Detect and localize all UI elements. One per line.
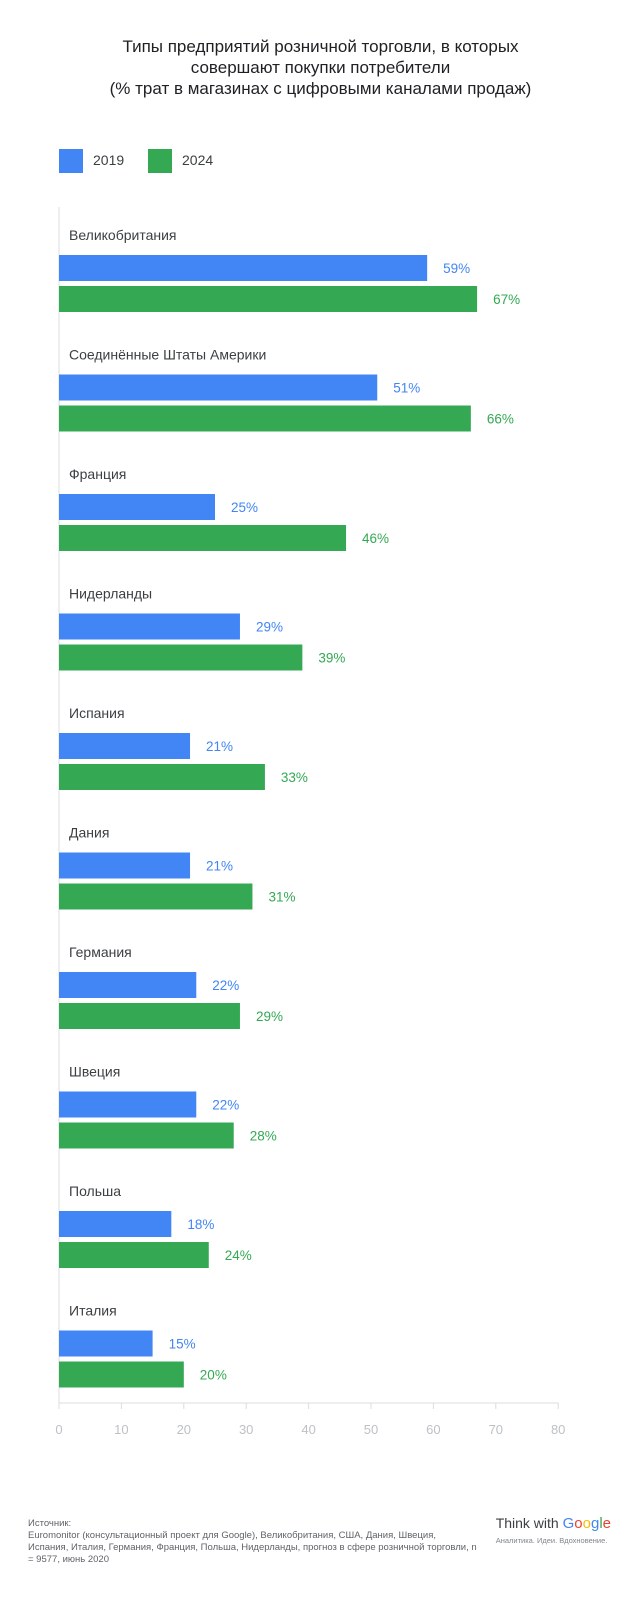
data-label-2024: 66%: [487, 412, 514, 427]
category-label: Польша: [69, 1183, 121, 1199]
data-label-2024: 39%: [318, 651, 345, 666]
think-with-google-logo: Think with Google Аналитика. Идеи. Вдохн…: [496, 1515, 611, 1545]
bar-2024: [59, 764, 265, 790]
bar-2019: [59, 374, 378, 401]
chart-title: Типы предприятий розничной торговли, в к…: [0, 36, 641, 99]
data-label-2019: 15%: [169, 1337, 196, 1352]
data-label-2024: 28%: [250, 1129, 277, 1144]
x-tick-label: 80: [551, 1422, 565, 1437]
category-label: Нидерланды: [69, 586, 152, 602]
bar-2024: [59, 644, 303, 671]
x-tick-label: 0: [55, 1422, 62, 1437]
category-label: Германия: [69, 944, 132, 960]
data-label-2024: 46%: [362, 531, 389, 546]
legend-swatch-2024: [148, 149, 172, 173]
bar-2019: [59, 613, 240, 640]
data-label-2019: 25%: [231, 500, 258, 515]
x-tick-label: 60: [426, 1422, 440, 1437]
data-label-2019: 51%: [393, 381, 420, 396]
google-letter: g: [590, 1515, 600, 1532]
data-label-2019: 18%: [187, 1217, 214, 1232]
google-letter: o: [582, 1515, 591, 1532]
category-label: Дания: [69, 825, 109, 841]
brand-tagline: Аналитика. Идеи. Вдохновение.: [495, 1536, 608, 1545]
x-tick-label: 10: [114, 1422, 128, 1437]
brand-think-text: Think with: [495, 1515, 559, 1531]
legend-label-2024: 2024: [182, 152, 214, 168]
bar-2019: [59, 852, 191, 879]
legend-label-2019: 2019: [93, 152, 125, 168]
data-label-2019: 29%: [256, 620, 283, 635]
bar-chart: 0 10 20 30 40 50 60 70 80 Великобритания 59% 67% Сое…: [55, 207, 565, 1437]
x-tick-label: 30: [239, 1422, 253, 1437]
google-letter: l: [599, 1515, 603, 1532]
bar-2024: [59, 1242, 209, 1268]
brand-google-wordmark: Google: [563, 1515, 611, 1532]
google-letter: G: [562, 1515, 575, 1532]
google-letter: o: [574, 1515, 583, 1532]
bar-2019: [59, 733, 191, 759]
category-label: Франция: [69, 466, 126, 482]
bar-2024: [59, 1122, 234, 1149]
bar-2019: [59, 255, 428, 281]
data-label-2024: 67%: [493, 292, 520, 307]
bar-2024: [59, 1361, 184, 1388]
data-label-2019: 21%: [206, 739, 233, 754]
x-tick-label: 20: [177, 1422, 191, 1437]
data-label-2024: 20%: [200, 1368, 227, 1383]
x-tick-label: 70: [489, 1422, 503, 1437]
bar-2019: [59, 1211, 172, 1237]
category-label: Швеция: [69, 1064, 120, 1080]
chart-title-line-1: Типы предприятий розничной торговли, в к…: [122, 37, 519, 56]
x-tick-label: 40: [301, 1422, 315, 1437]
bar-2019: [59, 494, 215, 520]
bar-2019: [59, 1091, 197, 1118]
data-label-2024: 31%: [268, 890, 295, 905]
category-label: Соединённые Штаты Америки: [69, 347, 266, 363]
bar-2024: [59, 405, 471, 432]
chart-title-line-3: (% трат в магазинах с цифровыми каналами…: [109, 79, 532, 98]
bar-2024: [59, 525, 347, 551]
category-label: Италия: [69, 1303, 117, 1319]
data-label-2019: 59%: [443, 261, 470, 276]
data-label-2024: 24%: [225, 1248, 252, 1263]
bar-2024: [59, 286, 478, 312]
chart-title-line-2: совершают покупки потребители: [190, 58, 451, 77]
data-label-2019: 21%: [206, 859, 233, 874]
source-text: Euromonitor (консультационный проект для…: [28, 1530, 477, 1565]
data-label-2019: 22%: [212, 978, 239, 993]
source-note: Источник: Euromonitor (консультационный …: [28, 1518, 478, 1566]
source-label: Источник:: [28, 1518, 72, 1529]
bar-2019: [59, 972, 197, 998]
data-label-2019: 22%: [212, 1098, 239, 1113]
bar-2024: [59, 1003, 240, 1029]
data-label-2024: 29%: [256, 1009, 283, 1024]
category-label: Великобритания: [69, 227, 177, 243]
x-tick-label: 50: [364, 1422, 378, 1437]
google-letter: e: [602, 1515, 611, 1532]
category-label: Испания: [69, 705, 125, 721]
bar-2024: [59, 883, 253, 910]
data-label-2024: 33%: [281, 770, 308, 785]
bar-2019: [59, 1330, 153, 1357]
legend-swatch-2019: [59, 149, 83, 173]
brand-logo: Think with Google: [496, 1515, 611, 1532]
